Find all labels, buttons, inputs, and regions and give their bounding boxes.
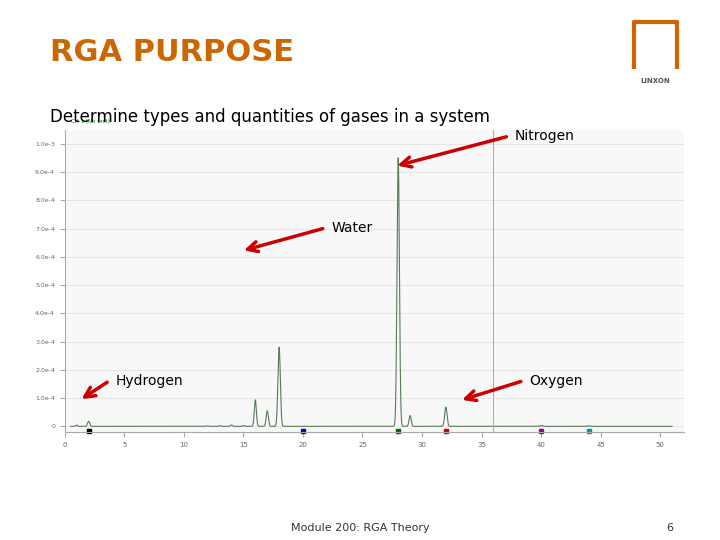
Text: RGA PURPOSE: RGA PURPOSE: [50, 38, 294, 67]
Text: Water: Water: [331, 221, 372, 235]
Text: Determine types and quantities of gases in a system: Determine types and quantities of gases …: [50, 108, 490, 126]
Text: Nitrogen: Nitrogen: [515, 129, 575, 143]
Text: 6: 6: [666, 523, 673, 533]
Text: Hydrogen: Hydrogen: [115, 374, 183, 388]
Text: LINXON: LINXON: [640, 78, 670, 84]
Text: Oxygen: Oxygen: [529, 374, 582, 388]
Text: CH 1 (No unit): CH 1 (No unit): [71, 119, 110, 124]
Text: Module 200: RGA Theory: Module 200: RGA Theory: [291, 523, 429, 533]
